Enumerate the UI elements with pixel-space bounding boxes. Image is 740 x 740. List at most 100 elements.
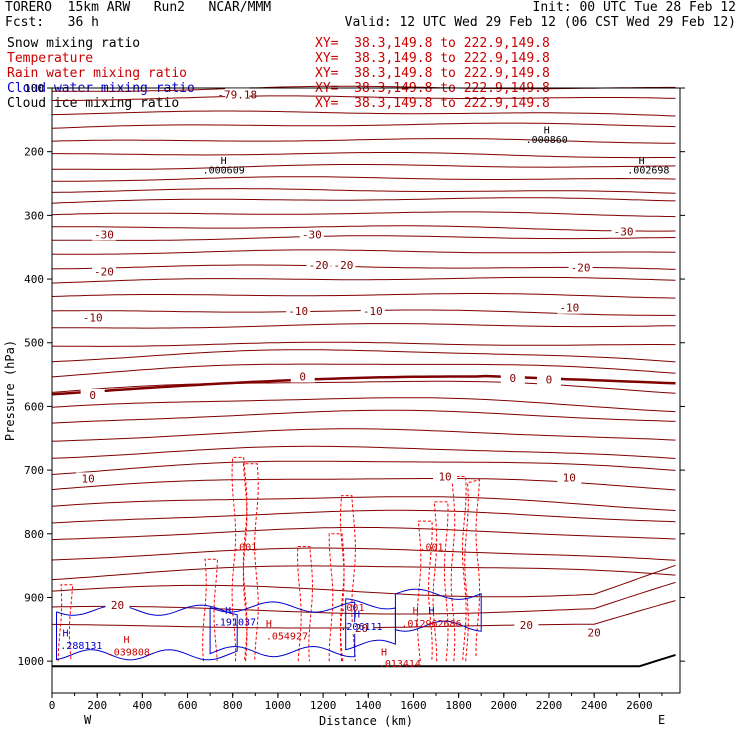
isotherm-label: 20	[355, 622, 368, 635]
isotherm-label-bg	[91, 265, 116, 278]
isotherm-label-bg	[536, 373, 561, 386]
isotherm-label-bg	[290, 370, 315, 383]
isotherm-label-bg	[76, 472, 101, 485]
isotherm-label: 0	[89, 389, 96, 402]
rain-contour	[464, 479, 481, 662]
extremum-label: .000609	[203, 166, 245, 177]
isotherm-label-bg	[306, 259, 331, 272]
rain-contour	[328, 533, 345, 662]
extremum-label: .013414	[379, 659, 421, 670]
isotherm-label: 20	[520, 619, 533, 632]
y-tick-label: 300	[24, 209, 44, 222]
extremum-label: H	[428, 606, 434, 617]
isotherm-label: 10	[82, 472, 95, 485]
rain-contour	[340, 495, 356, 662]
y-axis-label: Pressure (hPa)	[3, 340, 17, 441]
x-axis-label: Distance (km)	[319, 714, 413, 728]
extremum-label: H	[413, 606, 419, 617]
field-name: Temperature	[7, 51, 94, 66]
isotherm-line	[51, 564, 676, 598]
extremum-label: .206111	[340, 622, 382, 633]
isotherm-label-bg	[500, 371, 525, 384]
y-tick-label: 600	[24, 400, 44, 413]
y-tick-label: 200	[24, 146, 44, 159]
extremum-label: .191037	[214, 618, 256, 629]
isotherm-line	[51, 526, 676, 541]
isotherm-label: 0	[299, 370, 306, 383]
x-tick-label: 2200	[536, 699, 563, 712]
y-tick-label: 700	[24, 464, 44, 477]
isotherm-label: -79.18	[217, 88, 257, 101]
field-xy-range: XY= 38.3,149.8 to 222.9,149.8	[315, 36, 550, 51]
y-tick-label: 800	[24, 528, 44, 541]
isotherm-label: -30	[614, 225, 634, 238]
x-tick-label: 1400	[355, 699, 382, 712]
isotherm-label-bg	[611, 225, 636, 238]
isotherm-label: -20	[309, 259, 329, 272]
extremum-label: H	[354, 609, 360, 620]
isotherm-line	[51, 349, 676, 363]
field-xy-range: XY= 38.3,149.8 to 222.9,149.8	[315, 66, 550, 81]
isotherm-label: -10	[559, 302, 579, 315]
extremum-label: .001	[233, 543, 257, 554]
isotherm-line	[51, 110, 676, 117]
isotherm-line	[52, 95, 676, 101]
isotherm-line	[51, 409, 676, 424]
isotherm-label: -10	[288, 305, 308, 318]
isotherm-label: -20	[94, 265, 114, 278]
extremum-label: .002698	[627, 166, 669, 177]
extremum-label: H	[544, 125, 550, 136]
isotherm-label: 0	[510, 372, 517, 385]
isotherm-label-bg	[360, 304, 385, 317]
isotherm-line	[51, 197, 676, 204]
isotherm-line	[51, 249, 676, 255]
y-tick-label: 400	[24, 273, 44, 286]
isotherm-label: -20	[571, 262, 591, 275]
x-tick-label: 2000	[491, 699, 518, 712]
extremum-label: H	[225, 606, 231, 617]
x-tick-label: 1000	[265, 699, 292, 712]
field-xy-range: XY= 38.3,149.8 to 222.9,149.8	[315, 51, 550, 66]
isotherm-line	[51, 276, 676, 284]
isotherm-label-bg	[349, 622, 374, 635]
terrain-line	[52, 653, 676, 668]
isotherm-line	[52, 235, 676, 241]
isotherm-label-bg	[557, 471, 582, 484]
extremum-label: .001	[419, 543, 443, 554]
x-tick-label: 400	[132, 699, 152, 712]
x-tick-label: 0	[49, 699, 56, 712]
isotherm-line	[51, 581, 676, 615]
extremum-label: H	[221, 156, 227, 167]
isotherm-line	[51, 138, 676, 144]
y-tick-label: 1000	[18, 655, 45, 668]
isotherm-line	[51, 211, 676, 218]
isotherm-line	[52, 164, 676, 170]
extremum-label: H	[266, 619, 272, 630]
rain-contour	[57, 584, 74, 662]
isotherm-label-bg	[91, 228, 116, 241]
rain-contour	[432, 501, 449, 662]
y-tick-label: 500	[24, 337, 44, 350]
extremum-label: H	[124, 635, 130, 646]
isotherm-label-bg	[514, 618, 539, 631]
header-init-time: Init: 00 UTC Tue 28 Feb 12	[532, 0, 737, 15]
extremum-label: H	[381, 648, 387, 659]
extremum-label: H	[63, 629, 69, 640]
rain-contour	[202, 558, 219, 662]
extremum-label: .000860	[526, 135, 568, 146]
rain-contour	[242, 463, 259, 662]
isotherm-line	[51, 188, 676, 194]
cloud-water-contour	[345, 598, 396, 651]
isotherm-label: -10	[363, 305, 383, 318]
isotherm-label: -30	[302, 228, 322, 241]
extremum-label: .039808	[108, 648, 150, 659]
extremum-label: .288131	[60, 641, 102, 652]
isotherm-label-bg	[331, 259, 356, 272]
isotherm-label: 20	[588, 627, 601, 640]
field-xy-range: XY= 38.3,149.8 to 222.9,149.8	[315, 96, 550, 111]
isotherm-line	[52, 323, 676, 329]
cloud-water-contour	[209, 601, 356, 658]
isotherm-line	[52, 152, 676, 159]
isotherm-label: 10	[563, 472, 576, 485]
